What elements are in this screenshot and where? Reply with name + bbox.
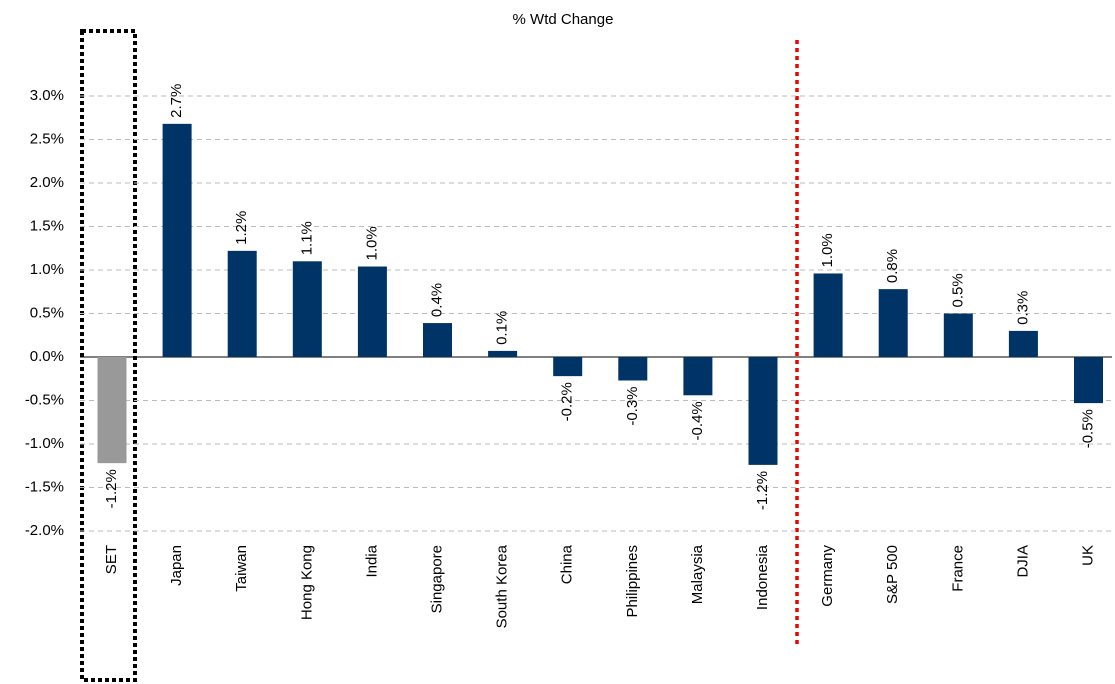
x-tick-label: Philippines [624,545,641,618]
x-tick-label: Taiwan [233,545,250,592]
value-label: 1.0% [363,226,380,260]
y-tick-label: 0.5% [30,304,64,321]
value-label: -0.3% [624,386,641,425]
value-label: 0.3% [1014,291,1031,325]
value-label: -0.4% [689,401,706,440]
x-tick-label: India [363,544,380,577]
value-label: -1.2% [103,469,120,508]
value-label: 0.8% [884,249,901,283]
bar [748,357,778,465]
value-label: 1.1% [298,221,315,255]
bar [423,323,452,357]
x-tick-label: UK [1079,545,1096,566]
value-label: 0.1% [494,311,511,345]
x-tick-label: DJIA [1014,545,1031,578]
value-label: 1.2% [233,211,250,245]
bar [1008,330,1038,357]
value-label: 0.4% [428,283,445,317]
y-tick-label: 3.0% [30,87,64,104]
x-tick-label: South Korea [494,544,511,628]
highlight-box [80,29,137,682]
y-tick-label: -2.0% [25,522,64,539]
x-tick-label: Germany [819,545,836,607]
value-label: 1.0% [819,233,836,267]
bar [97,357,127,464]
x-tick-label: France [949,545,966,592]
bar [943,313,973,357]
x-tick-label: Japan [168,545,185,586]
y-tick-label: -1.5% [25,478,64,495]
y-tick-label: 2.5% [30,130,64,147]
x-tick-label: Malaysia [689,544,706,604]
bar [162,123,192,357]
y-tick-label: 0.0% [30,348,64,365]
bar [813,273,843,357]
value-label: 2.7% [168,84,185,118]
bar [1074,357,1103,404]
bar [357,266,387,357]
x-tick-label: China [559,544,576,584]
y-tick-label: 1.5% [30,217,64,234]
y-tick-label: -0.5% [25,391,64,408]
y-tick-label: 1.0% [30,261,64,278]
bar [618,357,648,381]
value-label: -1.2% [754,471,771,510]
bar [683,357,713,396]
value-label: -0.5% [1079,409,1096,448]
y-tick-label: 2.0% [30,174,64,191]
bar [553,357,583,377]
bar [292,261,322,357]
chart-title: % Wtd Change [513,11,614,28]
bar [878,289,908,357]
x-tick-label: Singapore [428,545,445,613]
x-tick-label: S&P 500 [884,545,901,604]
x-tick-label: Hong Kong [298,545,315,620]
bar [227,250,257,357]
value-label: 0.5% [949,273,966,307]
value-label: -0.2% [559,382,576,421]
y-tick-label: -1.0% [25,435,64,452]
x-tick-label: Indonesia [754,544,771,610]
x-tick-label: SET [103,545,120,574]
bar [488,350,518,357]
